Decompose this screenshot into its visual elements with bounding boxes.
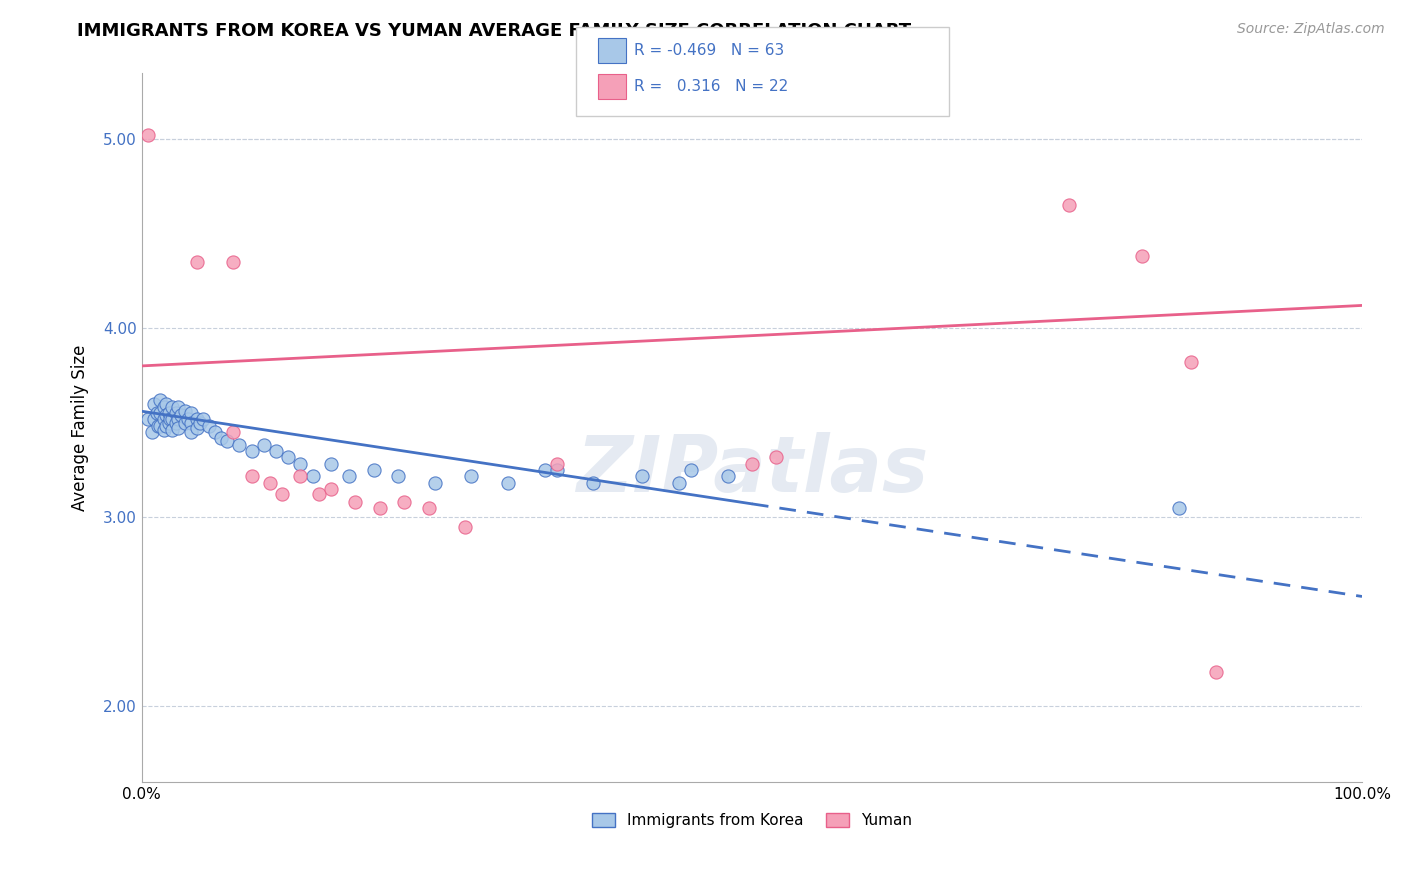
Point: [153, 401, 176, 415]
Point: [679, 463, 702, 477]
Point: [186, 255, 208, 269]
Point: [190, 416, 212, 430]
Point: [159, 412, 181, 426]
Point: [162, 412, 184, 426]
Point: [145, 406, 167, 420]
Point: [264, 444, 287, 458]
Point: [392, 495, 415, 509]
Point: [149, 406, 172, 420]
Point: [173, 404, 195, 418]
Legend: Immigrants from Korea, Yuman: Immigrants from Korea, Yuman: [585, 806, 918, 834]
Point: [1057, 198, 1080, 212]
Point: [460, 468, 482, 483]
Text: ZIPatlas: ZIPatlas: [576, 432, 928, 508]
Point: [155, 419, 177, 434]
Point: [765, 450, 787, 464]
Point: [222, 255, 245, 269]
Text: R =   0.316   N = 22: R = 0.316 N = 22: [634, 79, 789, 95]
Point: [240, 468, 263, 483]
Point: [418, 500, 440, 515]
Point: [337, 468, 360, 483]
Point: [146, 419, 169, 434]
Point: [136, 412, 159, 426]
Point: [222, 425, 245, 439]
Point: [259, 476, 281, 491]
Point: [153, 423, 176, 437]
Text: R = -0.469   N = 63: R = -0.469 N = 63: [634, 44, 785, 58]
Point: [157, 406, 180, 420]
Text: Source: ZipAtlas.com: Source: ZipAtlas.com: [1237, 22, 1385, 37]
Point: [301, 468, 323, 483]
Point: [149, 392, 172, 407]
Point: [186, 421, 208, 435]
Point: [167, 401, 190, 415]
Point: [162, 423, 184, 437]
Point: [1180, 355, 1202, 369]
Point: [253, 438, 276, 452]
Point: [308, 487, 330, 501]
Point: [191, 412, 214, 426]
Point: [136, 128, 159, 143]
Point: [546, 457, 568, 471]
Point: [454, 519, 477, 533]
Y-axis label: Average Family Size: Average Family Size: [72, 344, 89, 510]
Point: [186, 412, 208, 426]
Point: [177, 412, 200, 426]
Point: [240, 444, 263, 458]
Point: [290, 457, 312, 471]
Point: [165, 406, 187, 420]
Point: [387, 468, 409, 483]
Point: [1132, 249, 1154, 263]
Point: [180, 425, 202, 439]
Point: [1168, 500, 1191, 515]
Text: IMMIGRANTS FROM KOREA VS YUMAN AVERAGE FAMILY SIZE CORRELATION CHART: IMMIGRANTS FROM KOREA VS YUMAN AVERAGE F…: [77, 22, 911, 40]
Point: [143, 397, 166, 411]
Point: [149, 419, 172, 434]
Point: [167, 421, 190, 435]
Point: [277, 450, 299, 464]
Point: [533, 463, 555, 477]
Point: [228, 438, 250, 452]
Point: [546, 463, 568, 477]
Point: [209, 431, 232, 445]
Point: [155, 408, 177, 422]
Point: [141, 425, 163, 439]
Point: [344, 495, 367, 509]
Point: [290, 468, 312, 483]
Point: [173, 416, 195, 430]
Point: [165, 416, 187, 430]
Point: [668, 476, 690, 491]
Point: [153, 412, 176, 426]
Point: [368, 500, 391, 515]
Point: [180, 406, 202, 420]
Point: [582, 476, 605, 491]
Point: [155, 397, 177, 411]
Point: [162, 401, 184, 415]
Point: [716, 468, 738, 483]
Point: [170, 408, 193, 422]
Point: [363, 463, 385, 477]
Point: [204, 425, 226, 439]
Point: [496, 476, 519, 491]
Point: [423, 476, 446, 491]
Point: [198, 419, 221, 434]
Point: [319, 457, 342, 471]
Point: [741, 457, 763, 471]
Point: [217, 434, 239, 449]
Point: [631, 468, 654, 483]
Point: [157, 416, 180, 430]
Point: [319, 482, 342, 496]
Point: [271, 487, 294, 501]
Point: [1205, 665, 1227, 679]
Point: [143, 412, 166, 426]
Point: [180, 416, 202, 430]
Point: [167, 412, 190, 426]
